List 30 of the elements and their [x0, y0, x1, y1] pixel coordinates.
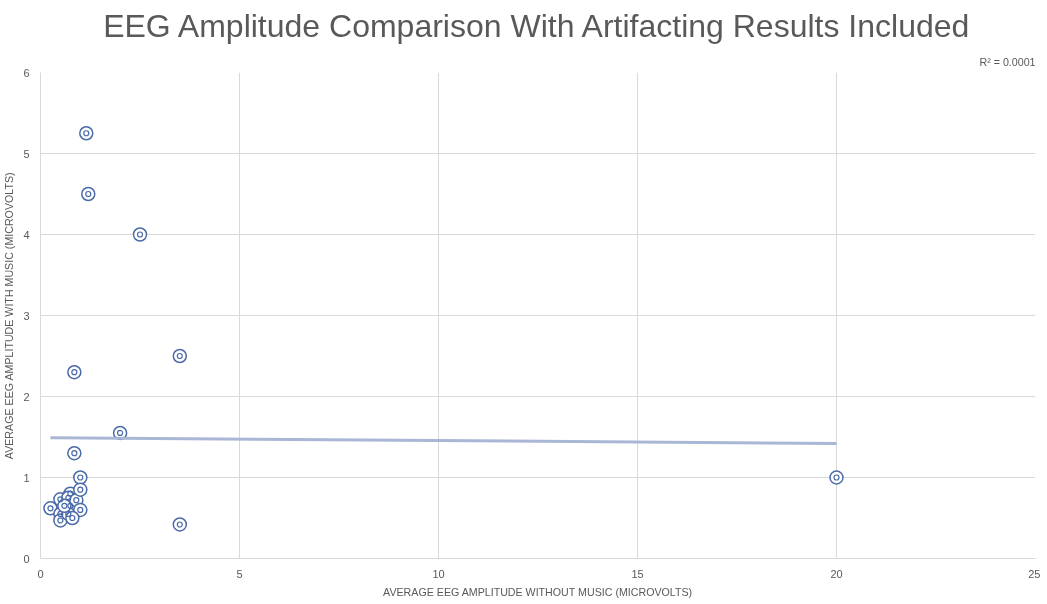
- point: [43, 501, 58, 516]
- x-tick-label: 25: [1028, 567, 1041, 580]
- y-tick-label: 2: [23, 390, 30, 403]
- y-tick-label: 4: [23, 228, 30, 241]
- y-axis-title: AVERAGE EEG AMPLITUDE WITH MUSIC (MICROVOLTS): [3, 172, 16, 460]
- x-tick-label: 0: [37, 567, 44, 580]
- y-tick-label: 5: [23, 147, 30, 160]
- point: [829, 470, 844, 485]
- chart-title: EEG Amplitude Comparison With Artifacting Results Included: [103, 7, 970, 44]
- point: [79, 126, 94, 141]
- point: [73, 502, 88, 518]
- x-axis-title: AVERAGE EEG AMPLITUDE WITHOUT MUSIC (MICROVOLTS): [383, 585, 693, 598]
- point: [67, 364, 82, 380]
- y-tick-label: 3: [23, 309, 30, 322]
- point: [67, 445, 82, 461]
- y-tick-label: 0: [23, 552, 30, 565]
- y-tick-label: 6: [23, 66, 30, 79]
- point: [73, 470, 88, 485]
- x-tick-label: 10: [432, 567, 445, 580]
- point: [81, 186, 96, 202]
- text: R² = 0.0001: [979, 55, 1036, 68]
- point: [172, 517, 188, 532]
- point: [65, 510, 80, 526]
- y-tick-label: 1: [23, 471, 30, 484]
- x-tick-label: 15: [631, 567, 644, 580]
- x-tick-label: 5: [236, 567, 243, 580]
- point: [132, 227, 148, 242]
- x-tick-label: 20: [830, 567, 843, 580]
- point: [73, 482, 88, 497]
- point: [172, 348, 188, 364]
